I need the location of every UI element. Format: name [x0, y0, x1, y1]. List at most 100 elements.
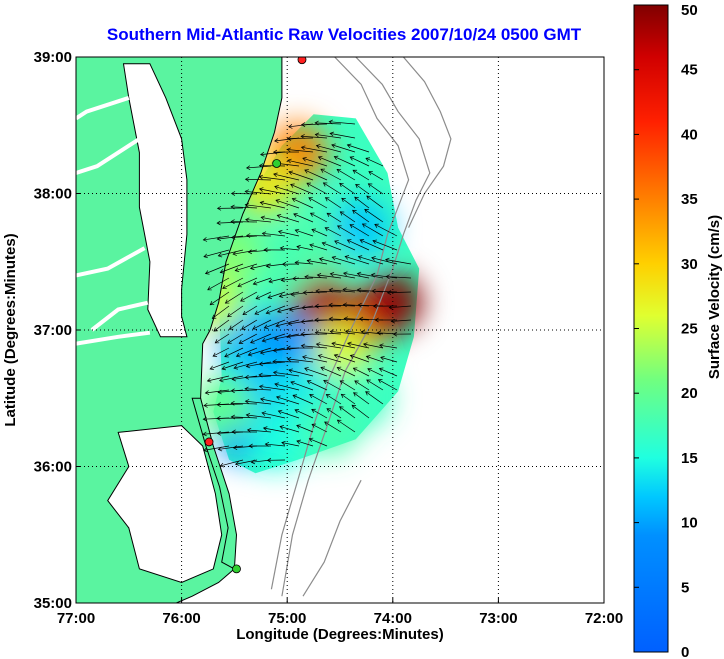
velocity-arrow: [222, 277, 244, 289]
arrow-head: [358, 316, 364, 322]
arrow-head: [331, 341, 336, 347]
arrow-head: [367, 367, 372, 373]
arrow-head: [309, 393, 314, 399]
velocity-arrow: [273, 347, 300, 352]
y-axis-ticks: 35:00 36:00 37:00 38:00 39:00: [34, 49, 81, 612]
velocity-arrow: [261, 216, 286, 223]
velocity-arrow: [385, 259, 412, 265]
velocity-arrow: [245, 190, 272, 195]
arrow-head: [219, 269, 225, 274]
velocity-arrow: [391, 319, 412, 322]
x-axis-label: Longitude (Degrees:Minutes): [236, 626, 444, 643]
velocity-arrow: [343, 289, 370, 293]
arrow-head: [372, 303, 378, 309]
arrow-head: [273, 336, 279, 341]
colorbar-tick-label: 25: [681, 321, 698, 338]
velocity-arrow: [293, 213, 314, 223]
x-tick-label: 74:00: [374, 610, 412, 627]
arrow-head: [216, 205, 222, 211]
arrow-head: [232, 251, 237, 256]
arrow-head: [260, 151, 265, 157]
velocity-arrow: [379, 344, 398, 349]
velocity-arrow: [217, 235, 244, 240]
velocity-arrow: [209, 291, 230, 306]
arrow-head: [385, 257, 390, 263]
velocity-arrow: [274, 383, 300, 391]
velocity-arrow: [219, 375, 244, 382]
arrow-head: [264, 442, 270, 447]
arrow-head: [371, 288, 376, 294]
arrow-head: [334, 240, 339, 245]
arrow-head: [326, 212, 332, 218]
colorbar-tick-label: 40: [681, 126, 698, 143]
velocity-arrow: [318, 355, 342, 363]
arrow-head: [227, 339, 232, 344]
arrow-head: [339, 211, 345, 216]
arrow-head: [263, 247, 268, 253]
velocity-arrow: [237, 277, 258, 287]
arrow-head: [324, 227, 330, 232]
velocity-arrow: [288, 319, 314, 325]
y-tick-label: 37:00: [34, 322, 72, 339]
velocity-arrow: [337, 367, 356, 377]
velocity-arrow: [326, 212, 342, 223]
arrow-head: [388, 305, 394, 310]
velocity-arrow: [274, 333, 300, 340]
arrow-head: [247, 249, 253, 255]
arrow-head: [328, 302, 333, 308]
arrow-head: [258, 384, 264, 390]
arrow-head: [280, 277, 286, 283]
arrow-head: [273, 172, 278, 178]
velocity-arrow: [245, 400, 272, 405]
velocity-arrow: [347, 144, 370, 153]
velocity-arrow: [203, 249, 230, 258]
arrow-head: [294, 409, 300, 414]
arrow-head: [374, 223, 379, 228]
arrow-head: [315, 144, 321, 149]
velocity-arrow: [235, 263, 258, 272]
arrow-head: [302, 290, 307, 296]
velocity-arrow: [353, 392, 370, 405]
velocity-arrow: [268, 277, 286, 283]
arrow-head: [349, 224, 355, 229]
velocity-arrow: [218, 445, 244, 450]
arrow-head: [261, 337, 267, 343]
velocity-arrow: [287, 149, 314, 153]
arrow-head: [314, 330, 320, 336]
velocity-arrow: [303, 291, 328, 294]
velocity-arrow: [275, 319, 300, 327]
velocity-arrow: [245, 178, 272, 181]
arrow-head: [234, 267, 240, 272]
bathymetry-contour: [281, 57, 431, 597]
colorbar-tick-label: 15: [681, 450, 698, 467]
velocity-arrow: [355, 184, 370, 195]
arrow-head: [296, 244, 301, 250]
velocity-arrow: [341, 197, 356, 209]
arrow-head: [292, 394, 298, 399]
velocity-arrow: [372, 240, 398, 251]
arrow-head: [346, 239, 352, 244]
river: [90, 300, 149, 332]
velocity-arrow: [220, 459, 244, 467]
velocity-arrow: [380, 356, 398, 363]
velocity-arrow: [229, 319, 244, 330]
velocity-arrow: [304, 367, 328, 377]
velocity-arrow: [262, 232, 286, 237]
x-tick-label: 77:00: [57, 610, 95, 627]
arrow-head: [390, 318, 396, 324]
velocity-arrow: [259, 385, 286, 391]
arrow-head: [317, 354, 323, 359]
velocity-arrow: [289, 305, 314, 311]
velocity-arrow: [350, 156, 370, 167]
arrow-head: [206, 377, 212, 383]
velocity-arrow: [351, 404, 370, 419]
velocity-arrow: [347, 342, 370, 349]
arrow-head: [339, 406, 344, 411]
velocity-arrow: [265, 443, 286, 447]
arrow-head: [333, 353, 339, 359]
velocity-arrow: [231, 235, 258, 238]
arrow-head: [286, 356, 292, 362]
arrow-head: [244, 176, 250, 182]
arrow-head: [231, 376, 237, 382]
chart-title: Southern Mid-Atlantic Raw Velocities 200…: [107, 25, 582, 44]
